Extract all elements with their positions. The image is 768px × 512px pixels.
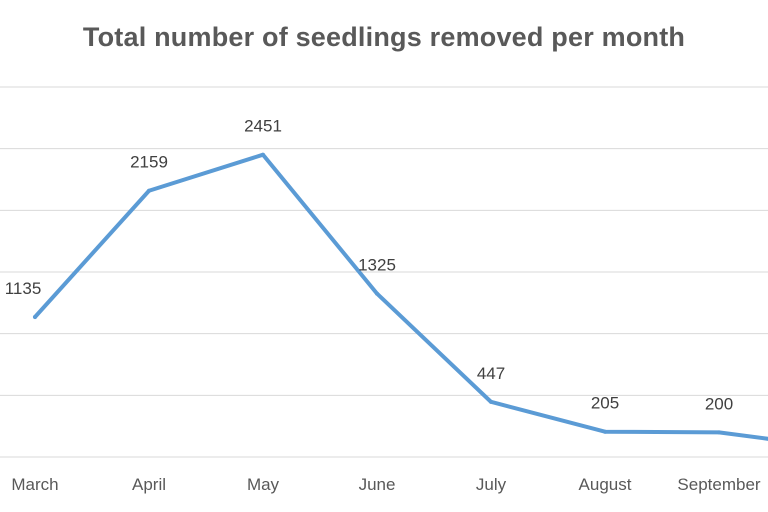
data-point-august: [603, 429, 607, 434]
data-label: 1135: [5, 279, 42, 298]
x-tick-label: March: [11, 475, 58, 494]
data-point-may: [261, 152, 265, 157]
data-label: 447: [477, 364, 505, 383]
data-point-march: [33, 315, 37, 320]
data-point-july: [489, 399, 493, 404]
x-tick-label: July: [476, 475, 507, 494]
data-label: 205: [591, 394, 619, 413]
data-point-september: [717, 430, 721, 435]
x-tick-label: September: [677, 475, 760, 494]
data-label: 1325: [358, 256, 396, 275]
series-line: [33, 152, 768, 441]
x-tick-label: August: [579, 475, 632, 494]
data-labels: 1135 2159 2451 1325 447 205 200: [5, 117, 733, 414]
x-tick-label: April: [132, 475, 166, 494]
data-point-june: [375, 291, 379, 296]
data-label: 200: [705, 394, 733, 413]
x-tick-label: May: [247, 475, 280, 494]
chart-title: Total number of seedlings removed per mo…: [82, 22, 686, 52]
x-axis-labels: March April May June July August September: [11, 475, 761, 494]
gridlines: [0, 86, 768, 458]
series-layer: [33, 152, 768, 441]
data-point-april: [147, 188, 151, 193]
data-label: 2159: [130, 153, 168, 172]
x-tick-label: June: [359, 475, 396, 494]
data-label: 2451: [244, 117, 282, 136]
